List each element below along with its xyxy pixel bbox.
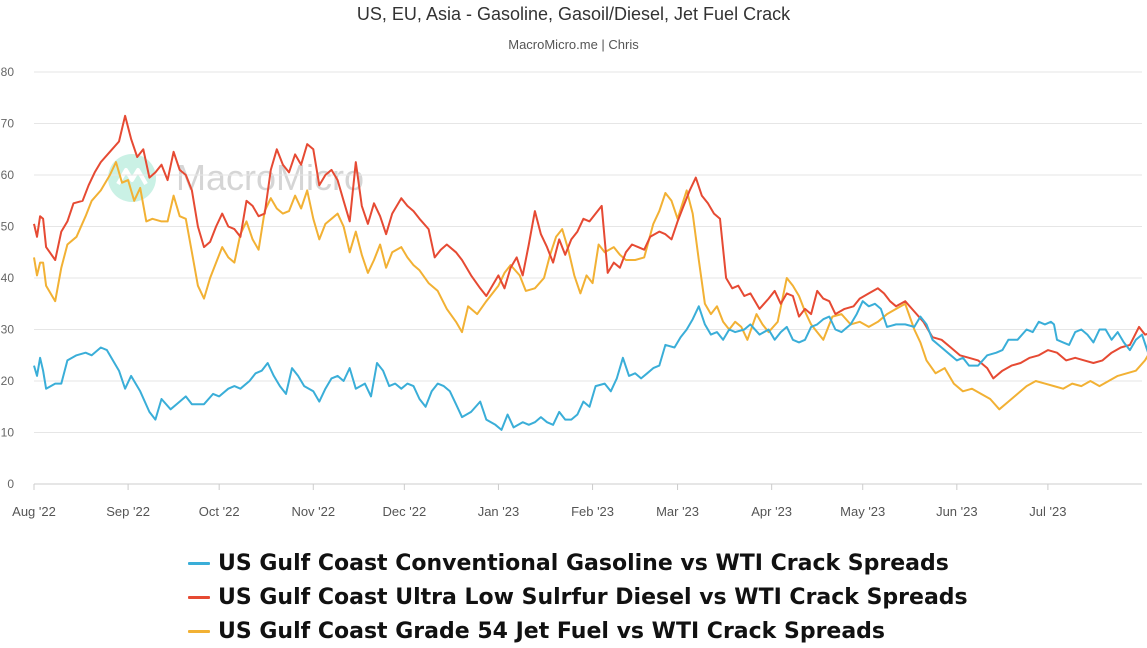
- x-tick-label: Jun '23: [936, 504, 978, 519]
- legend-swatch-diesel: [188, 595, 210, 599]
- x-tick-label: Jan '23: [478, 504, 520, 519]
- y-tick-label: 50: [1, 220, 15, 234]
- legend-item-gasoline[interactable]: US Gulf Coast Conventional Gasoline vs W…: [188, 546, 968, 580]
- series-line-jet-fuel[interactable]: [33, 161, 1147, 411]
- legend-item-jet-fuel[interactable]: US Gulf Coast Grade 54 Jet Fuel vs WTI C…: [188, 614, 968, 648]
- legend-swatch-jet-fuel: [188, 629, 210, 633]
- chart-title: US, EU, Asia - Gasoline, Gasoil/Diesel, …: [356, 4, 791, 24]
- legend-swatch-gasoline: [188, 561, 210, 565]
- x-tick-label: Jul '23: [1029, 504, 1066, 519]
- x-tick-label: Apr '23: [751, 504, 792, 519]
- y-tick-label: 40: [1, 271, 15, 285]
- series-line-diesel[interactable]: [33, 114, 1147, 380]
- legend: US Gulf Coast Conventional Gasoline vs W…: [188, 546, 968, 648]
- y-tick-label: 20: [1, 374, 15, 388]
- x-tick-label: Dec '22: [383, 504, 427, 519]
- series-lines: [33, 114, 1147, 431]
- x-tick-label: Feb '23: [571, 504, 614, 519]
- x-tick-label: Aug '22: [12, 504, 56, 519]
- x-tick-label: May '23: [840, 504, 885, 519]
- legend-label-gasoline: US Gulf Coast Conventional Gasoline vs W…: [218, 550, 949, 576]
- chart-subtitle: MacroMicro.me | Chris: [508, 37, 639, 52]
- y-axis: 0 10 20 30 40 50 60 70 80: [1, 65, 15, 491]
- y-tick-label: 80: [1, 65, 15, 79]
- series-line-gasoline[interactable]: [33, 281, 1147, 431]
- legend-item-diesel[interactable]: US Gulf Coast Ultra Low Sulrfur Diesel v…: [188, 580, 968, 614]
- y-tick-label: 60: [1, 168, 15, 182]
- x-axis: Aug '22 Sep '22 Oct '22 Nov '22 Dec '22 Jan '…: [12, 484, 1066, 519]
- y-tick-label: 0: [7, 477, 14, 491]
- x-tick-label: Sep '22: [106, 504, 150, 519]
- x-tick-label: Oct '22: [199, 504, 240, 519]
- x-tick-label: Nov '22: [291, 504, 335, 519]
- legend-label-jet-fuel: US Gulf Coast Grade 54 Jet Fuel vs WTI C…: [218, 618, 886, 644]
- y-tick-label: 70: [1, 117, 15, 131]
- legend-label-diesel: US Gulf Coast Ultra Low Sulrfur Diesel v…: [218, 584, 968, 610]
- y-tick-label: 10: [1, 426, 15, 440]
- line-chart: 0 10 20 30 40 50 60 70 80 Aug '22 Sep '22 Oct '22 N…: [1, 65, 1147, 519]
- y-tick-label: 30: [1, 323, 15, 337]
- x-tick-label: Mar '23: [656, 504, 699, 519]
